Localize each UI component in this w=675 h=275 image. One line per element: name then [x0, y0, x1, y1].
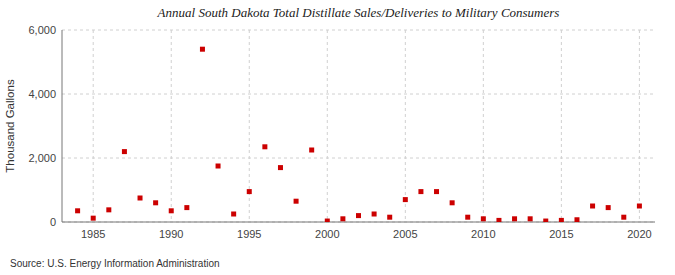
- point: [247, 189, 252, 194]
- point: [262, 144, 267, 149]
- x-tick-label: 1990: [159, 228, 183, 240]
- point: [387, 215, 392, 220]
- point: [372, 212, 377, 217]
- x-tick-label: 2005: [393, 228, 417, 240]
- y-tick-label: 4,000: [28, 88, 56, 100]
- title: Annual South Dakota Total Distillate Sal…: [157, 5, 560, 20]
- grid-line: [62, 30, 655, 31]
- point: [528, 216, 533, 221]
- grid-line: [62, 94, 655, 95]
- point: [590, 204, 595, 209]
- grid-line: [639, 30, 640, 222]
- x-tick-label: 2015: [549, 228, 573, 240]
- x-axis-line: [62, 222, 655, 223]
- source-note: Source: U.S. Energy Information Administ…: [10, 258, 220, 269]
- point: [637, 204, 642, 209]
- point: [122, 149, 127, 154]
- point: [309, 148, 314, 153]
- point: [184, 205, 189, 210]
- point: [403, 197, 408, 202]
- point: [153, 200, 158, 205]
- x-tick-label: 2000: [315, 228, 339, 240]
- point: [418, 189, 423, 194]
- point: [543, 219, 548, 222]
- point: [512, 216, 517, 221]
- point: [138, 196, 143, 201]
- point: [294, 199, 299, 204]
- chart: Annual South Dakota Total Distillate Sal…: [0, 0, 675, 275]
- y-axis-line: [62, 30, 63, 222]
- x-tick-label: 1995: [237, 228, 261, 240]
- point: [169, 208, 174, 213]
- point: [231, 212, 236, 217]
- point: [450, 200, 455, 205]
- y-tick-label: 6,000: [28, 24, 56, 36]
- grid-line: [483, 30, 484, 222]
- x-tick-label: 1985: [81, 228, 105, 240]
- point: [496, 218, 501, 222]
- y-axis-label: Thousand Gallons: [4, 79, 16, 173]
- point: [606, 205, 611, 210]
- grid-line: [93, 30, 94, 222]
- point: [216, 164, 221, 169]
- point: [559, 218, 564, 222]
- point: [106, 207, 111, 212]
- grid: [62, 30, 655, 222]
- points: [75, 47, 642, 222]
- point: [278, 165, 283, 170]
- grid-line: [327, 30, 328, 222]
- point: [356, 213, 361, 218]
- grid-line: [62, 222, 655, 223]
- point: [200, 47, 205, 52]
- x-tick-label: 2010: [471, 228, 495, 240]
- point: [574, 217, 579, 222]
- x-tick-label: 2020: [627, 228, 651, 240]
- y-tick-label: 2,000: [28, 152, 56, 164]
- grid-line: [561, 30, 562, 222]
- point: [340, 216, 345, 221]
- point: [465, 215, 470, 220]
- y-tick-label: 0: [50, 216, 56, 228]
- grid-line: [171, 30, 172, 222]
- point: [621, 215, 626, 220]
- point: [325, 219, 330, 222]
- point: [75, 208, 80, 213]
- grid-line: [405, 30, 406, 222]
- point: [434, 189, 439, 194]
- grid-line: [62, 158, 655, 159]
- point: [481, 216, 486, 221]
- point: [91, 216, 96, 221]
